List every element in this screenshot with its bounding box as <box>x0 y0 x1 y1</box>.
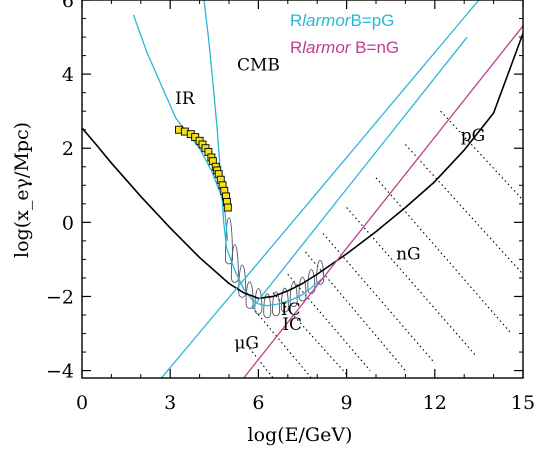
series-total-black <box>82 33 523 300</box>
x-tick-label: 3 <box>164 392 176 414</box>
ic-loop-7 <box>280 287 289 313</box>
ic-loop-8 <box>289 282 298 307</box>
hatch-line-7 <box>272 292 348 375</box>
y-axis-label: log(x_eγ/Mpc) <box>11 122 33 258</box>
hatch-line-5 <box>305 251 406 371</box>
hatch-line-0 <box>440 110 523 201</box>
ir-data-point <box>223 203 232 212</box>
y-tick-label: 2 <box>62 138 74 160</box>
ic-loop-3 <box>245 281 254 309</box>
legend-entry-1: Rlarmor B=nG <box>290 38 399 57</box>
plot-frame <box>81 0 524 379</box>
legend-entry-0: RlarmorB=pG <box>290 11 394 30</box>
series-larmor-pg-bent <box>252 36 468 308</box>
annotation-mug: μG <box>234 333 259 353</box>
x-tick-label: 12 <box>423 392 447 414</box>
annotation-ic2: IC <box>282 315 302 335</box>
series-larmor-ng <box>243 25 523 378</box>
y-tick-label: 0 <box>62 212 74 234</box>
y-tick-label: −2 <box>46 286 74 308</box>
hatch-line-4 <box>322 233 436 364</box>
x-tick-label: 9 <box>341 392 353 414</box>
hatch-line-8 <box>252 307 312 378</box>
legend: RlarmorB=pG Rlarmor B=nG <box>290 11 399 57</box>
ic-loop-4 <box>254 288 263 315</box>
x-tick-labels: 0 3 6 9 12 15 <box>76 392 535 414</box>
y-tick-label: 4 <box>62 64 74 86</box>
hatch-line-1 <box>404 144 523 275</box>
y-tick-labels: −4 −2 0 2 4 6 <box>46 0 74 383</box>
ic-loop-9 <box>298 276 307 302</box>
hatch-line-6 <box>287 273 371 371</box>
annotation-ir: IR <box>175 89 196 109</box>
series-larmor-pg <box>160 0 480 378</box>
x-tick-label: 0 <box>76 392 88 414</box>
annotation-pg: pG <box>461 126 485 146</box>
x-tick-label: 6 <box>252 392 264 414</box>
axis-ticks <box>81 0 524 378</box>
x-axis-label: log(E/GeV) <box>248 424 353 446</box>
plot-area <box>82 0 523 378</box>
annotation-ng: nG <box>396 244 421 264</box>
x-tick-label: 15 <box>511 392 535 414</box>
y-tick-label: 6 <box>62 0 74 12</box>
y-tick-label: −4 <box>46 361 74 383</box>
annotation-ic1: IC <box>281 300 301 320</box>
hatch-line-3 <box>346 207 477 357</box>
series-cmb-curve <box>203 0 228 249</box>
hatch-line-2 <box>375 177 512 334</box>
annotation-cmb: CMB <box>237 55 280 75</box>
